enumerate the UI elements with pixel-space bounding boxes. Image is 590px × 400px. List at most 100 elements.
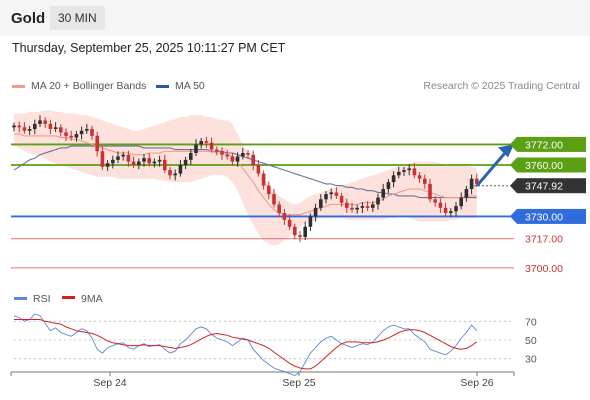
candle-body [74, 134, 79, 138]
bollinger-swatch [12, 84, 25, 88]
ma20-line [14, 133, 477, 216]
candle-body [204, 141, 209, 143]
level-label-box-3747.92 [517, 178, 586, 194]
candle-body [95, 135, 99, 152]
candle-body [69, 135, 73, 138]
candle-body [412, 168, 417, 176]
candle-body [121, 154, 125, 157]
candle-body [235, 156, 240, 162]
level-label-box-3772.00 [517, 136, 586, 152]
rsi-line [13, 313, 478, 377]
candle-body [131, 161, 136, 165]
rsi-ma-legend-swatch [62, 296, 75, 299]
candle-body [443, 207, 448, 213]
candle-body [157, 159, 162, 162]
rsi-ma-legend-label: 9MA [81, 293, 103, 305]
legend-bollinger: MA 20 + Bollinger Bands [12, 80, 146, 92]
candle-body [90, 129, 94, 136]
candle-body [454, 206, 458, 212]
candle-body [277, 204, 281, 213]
candle-body [360, 206, 365, 208]
rsi-legend-label: RSI [33, 293, 51, 305]
research-credit: Research © 2025 Trading Central [423, 80, 580, 92]
candle-body [173, 173, 177, 176]
candle-body [428, 183, 432, 200]
candle-body [48, 123, 53, 129]
candle-body [287, 219, 292, 227]
level-label-pointer-3760.00 [510, 157, 517, 173]
rsi-tick-30: 30 [525, 354, 537, 366]
candle-body [100, 151, 105, 167]
level-label-pointer-3772.00 [510, 136, 517, 152]
level-label-box-3730.00 [517, 208, 586, 224]
candle-body [261, 173, 266, 186]
candle-body [365, 206, 370, 208]
candle-body [22, 127, 27, 131]
candle-body [397, 171, 401, 176]
candle-body [105, 163, 110, 167]
candle-body [116, 156, 120, 160]
candle-body [469, 178, 474, 189]
symbol-title: Gold [11, 10, 46, 27]
bollinger-band-fill [14, 110, 477, 246]
candle-body [241, 153, 245, 157]
candle-body [209, 142, 214, 150]
level-label-3747.92: 3747.92 [525, 181, 563, 193]
ma50-swatch [156, 84, 169, 88]
candle-body [194, 144, 198, 153]
candle-body [64, 132, 68, 136]
candle-body [215, 149, 219, 152]
candle-body [381, 189, 385, 198]
level-label-3760.00: 3760.00 [525, 160, 563, 172]
candle-body [339, 195, 344, 203]
candle-body [189, 153, 193, 160]
candle-body [126, 154, 131, 162]
candle-body [178, 165, 183, 174]
chart-datetime: Thursday, September 25, 2025 10:11:27 PM… [12, 41, 286, 55]
candle-body [17, 125, 21, 128]
x-tick-label-1: Sep 25 [282, 377, 315, 389]
candle-body [137, 161, 141, 165]
rsi-tick-50: 50 [525, 335, 537, 347]
header-bar: Gold 30 MIN [0, 0, 590, 36]
candle-body [433, 199, 437, 203]
legend-ma50-label: MA 50 [175, 80, 205, 92]
candle-body [293, 226, 297, 236]
candle-body [407, 168, 411, 171]
level-label-3717.00: 3717.00 [525, 234, 563, 246]
candle-body [230, 156, 235, 162]
candle-body [475, 178, 479, 184]
candle-body [220, 151, 224, 155]
level-label-3772.00: 3772.00 [525, 139, 563, 151]
candle-body [43, 120, 47, 124]
candle-body [334, 192, 339, 196]
timeframe-button[interactable]: 30 MIN [50, 6, 105, 30]
candle-body [246, 153, 250, 155]
candle-body [459, 197, 463, 207]
candle-body [319, 199, 323, 208]
candle-body [59, 127, 63, 133]
candle-body [111, 159, 115, 164]
candle-body [350, 207, 354, 210]
forecast-arrow-shaft [475, 148, 510, 187]
candle-body [298, 235, 302, 237]
candle-body [417, 175, 422, 179]
candle-body [79, 130, 84, 135]
candle-body [464, 189, 469, 198]
forecast-arrow-head [498, 144, 514, 158]
candle-body [183, 159, 188, 165]
candle-body [355, 207, 359, 210]
rsi-ma-line [14, 319, 478, 370]
candle-body [308, 216, 313, 227]
level-label-3730.00: 3730.00 [525, 211, 563, 223]
candle-body [251, 154, 255, 165]
candle-body [438, 202, 443, 208]
rsi-tick-70: 70 [525, 316, 537, 328]
legend-bollinger-label: MA 20 + Bollinger Bands [31, 80, 147, 92]
candle-body [272, 194, 276, 205]
candle-body [33, 123, 37, 129]
level-label-pointer-3730.00 [510, 208, 517, 224]
candle-body [27, 129, 32, 131]
candle-body [168, 170, 172, 176]
